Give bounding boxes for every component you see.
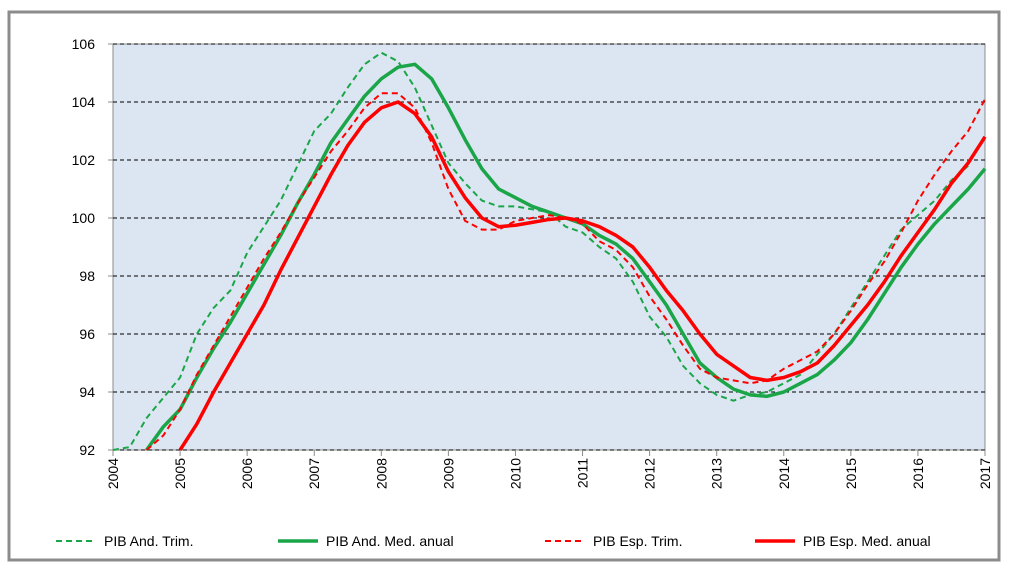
- legend-label: PIB Esp. Trim.: [593, 533, 682, 549]
- x-tick-label: 2011: [575, 458, 591, 488]
- x-tick-label: 2012: [642, 458, 658, 489]
- x-tick-label: 2014: [776, 458, 792, 489]
- series-line: [178, 100, 987, 451]
- plot-area: [112, 43, 986, 451]
- y-tick-label: 96: [79, 326, 95, 342]
- x-tick-label: 2017: [977, 458, 993, 489]
- x-tick-label: 2008: [373, 458, 389, 489]
- y-tick-label: 102: [72, 152, 96, 168]
- y-tick-label: 98: [79, 268, 95, 284]
- x-tick-label: 2007: [306, 458, 322, 489]
- x-tick-label: 2009: [440, 458, 456, 489]
- y-tick-label: 92: [79, 442, 95, 458]
- y-tick-label: 94: [79, 384, 95, 400]
- x-tick-label: 2013: [709, 458, 725, 489]
- legend-label: PIB Esp. Med. anual: [803, 533, 931, 549]
- legend-label: PIB And. Med. anual: [326, 533, 454, 549]
- x-tick-label: 2006: [239, 458, 255, 489]
- x-tick-label: 2004: [105, 458, 121, 489]
- y-tick-label: 106: [72, 36, 96, 52]
- x-tick-label: 2015: [843, 458, 859, 489]
- x-tick-label: 2016: [910, 458, 926, 489]
- legend-label: PIB And. Trim.: [104, 533, 193, 549]
- y-tick-label: 100: [72, 210, 96, 226]
- x-tick-label: 2010: [507, 458, 523, 489]
- x-tick-label: 2005: [172, 458, 188, 489]
- y-tick-label: 104: [72, 94, 96, 110]
